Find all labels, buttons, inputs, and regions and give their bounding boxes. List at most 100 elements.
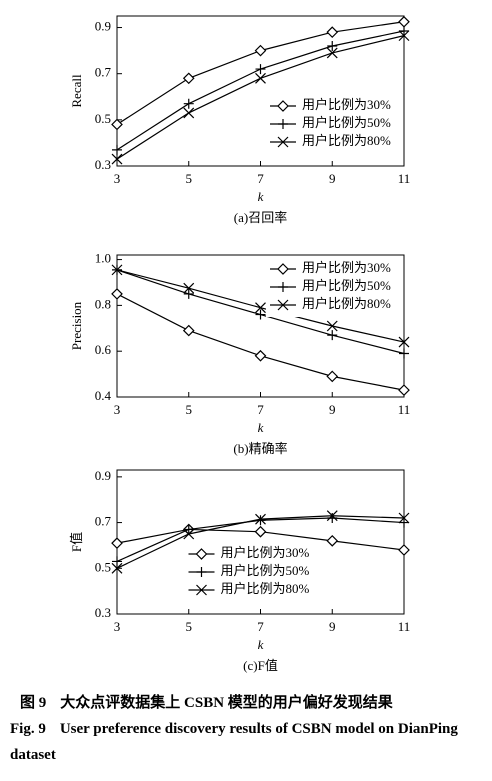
x-tick-label: 9 bbox=[329, 171, 336, 186]
point-marker bbox=[183, 107, 195, 119]
x-tick-label: 3 bbox=[114, 171, 121, 186]
point-marker bbox=[326, 535, 339, 547]
point-marker bbox=[398, 15, 410, 28]
y-tick-label: 0.7 bbox=[95, 65, 112, 80]
legend-marker bbox=[277, 100, 289, 112]
x-tick-label: 9 bbox=[329, 619, 336, 634]
point-marker bbox=[255, 302, 266, 314]
point-marker bbox=[327, 513, 338, 523]
legend-label: 用户比例为80% bbox=[302, 296, 391, 311]
x-tick-label: 5 bbox=[186, 171, 193, 186]
y-tick-label: 0.9 bbox=[95, 468, 111, 483]
figure-label: Fig. 9 bbox=[10, 721, 46, 737]
x-tick-label: 3 bbox=[114, 619, 121, 634]
point-marker bbox=[327, 330, 338, 341]
point-marker bbox=[326, 26, 339, 39]
point-marker bbox=[399, 517, 409, 528]
x-tick-label: 5 bbox=[186, 402, 193, 417]
point-marker bbox=[111, 562, 123, 574]
chart-caption: (b)精确率 bbox=[233, 441, 287, 456]
figure-caption: 图 9 大众点评数据集上 CSBN 模型的用户偏好发现结果 Fig. 9 User … bbox=[10, 690, 480, 768]
x-tick-label: 7 bbox=[257, 402, 264, 417]
point-marker bbox=[182, 72, 195, 85]
y-tick-label: 0.5 bbox=[95, 111, 111, 126]
point-marker bbox=[398, 336, 410, 348]
point-marker bbox=[399, 26, 409, 36]
legend-label: 用户比例为80% bbox=[302, 133, 391, 148]
x-tick-label: 11 bbox=[398, 402, 411, 417]
point-marker bbox=[112, 144, 122, 155]
point-marker bbox=[327, 41, 338, 51]
legend: 用户比例为30% 用户比例为50% 用户比例为80% bbox=[266, 257, 402, 317]
point-marker bbox=[183, 282, 195, 294]
legend-label: 用户比例为30% bbox=[302, 97, 391, 112]
point-marker bbox=[111, 288, 123, 300]
point-marker bbox=[255, 64, 266, 75]
point-marker bbox=[182, 324, 195, 337]
x-tick-label: 11 bbox=[398, 619, 411, 634]
chart: 0.3 0.5 0.7 0.9 3 5 7 9 11 k (a)召回率 Recall 用户比例为30% 用… bbox=[69, 15, 411, 673]
point-marker bbox=[398, 544, 410, 556]
figure-title: User preference discovery results of CSB… bbox=[10, 721, 458, 763]
point-marker bbox=[111, 264, 123, 276]
legend-marker bbox=[277, 136, 289, 148]
y-tick-label: 0.3 bbox=[95, 157, 111, 172]
x-tick-label: 9 bbox=[329, 402, 336, 417]
point-marker bbox=[255, 309, 266, 320]
x-tick-label: 11 bbox=[398, 171, 411, 186]
x-tick-label: 5 bbox=[186, 619, 193, 634]
legend-label: 用户比例为30% bbox=[302, 260, 391, 275]
point-marker bbox=[254, 349, 267, 362]
point-marker bbox=[183, 288, 194, 299]
x-tick-label: 7 bbox=[257, 171, 264, 186]
y-tick-label: 0.6 bbox=[95, 342, 112, 357]
y-tick-label: 0.7 bbox=[95, 514, 112, 529]
chart-caption: (c)F值 bbox=[243, 658, 278, 673]
legend-label: 用户比例为30% bbox=[221, 545, 310, 560]
point-marker bbox=[398, 384, 410, 396]
point-marker bbox=[326, 510, 338, 522]
legend-marker bbox=[195, 548, 208, 560]
x-axis-label: k bbox=[258, 637, 264, 652]
legend-marker bbox=[277, 299, 289, 311]
legend-marker bbox=[278, 282, 288, 292]
y-axis-label: Precision bbox=[69, 301, 84, 350]
y-tick-label: 1.0 bbox=[95, 251, 111, 266]
point-marker bbox=[254, 525, 267, 538]
point-marker bbox=[111, 537, 123, 549]
point-marker bbox=[326, 370, 339, 383]
point-marker bbox=[326, 47, 338, 59]
caption-cn: 图 9 大众点评数据集上 CSBN 模型的用户偏好发现结果 bbox=[10, 690, 480, 716]
legend: 用户比例为30% 用户比例为50% 用户比例为80% bbox=[266, 94, 402, 154]
point-marker bbox=[398, 30, 410, 42]
point-marker bbox=[111, 118, 123, 131]
y-tick-label: 0.3 bbox=[95, 605, 111, 620]
y-axis-label: Recall bbox=[69, 74, 84, 108]
legend-marker bbox=[196, 584, 207, 596]
y-tick-label: 0.4 bbox=[95, 388, 112, 403]
legend-label: 用户比例为80% bbox=[221, 581, 310, 596]
chart-caption: (a)召回率 bbox=[234, 210, 287, 225]
y-tick-label: 0.9 bbox=[95, 19, 111, 34]
point-marker bbox=[183, 524, 194, 535]
x-axis-label: k bbox=[258, 420, 264, 435]
figure-label: 图 9 bbox=[20, 695, 47, 711]
point-marker bbox=[111, 153, 123, 165]
legend-label: 用户比例为50% bbox=[302, 115, 391, 130]
legend: 用户比例为30% 用户比例为50% 用户比例为80% bbox=[184, 542, 321, 602]
point-marker bbox=[112, 556, 122, 567]
legend-marker bbox=[196, 567, 207, 577]
figure-title: 大众点评数据集上 CSBN 模型的用户偏好发现结果 bbox=[60, 695, 393, 711]
point-marker bbox=[255, 513, 266, 525]
legend-marker bbox=[278, 119, 288, 129]
x-tick-label: 7 bbox=[257, 619, 264, 634]
legend-label: 用户比例为50% bbox=[221, 563, 310, 578]
point-marker bbox=[254, 44, 267, 57]
point-marker bbox=[255, 72, 266, 84]
point-marker bbox=[399, 348, 409, 359]
point-marker bbox=[183, 528, 195, 540]
y-tick-label: 0.5 bbox=[95, 559, 111, 574]
point-marker bbox=[183, 98, 194, 109]
point-marker bbox=[398, 512, 410, 524]
